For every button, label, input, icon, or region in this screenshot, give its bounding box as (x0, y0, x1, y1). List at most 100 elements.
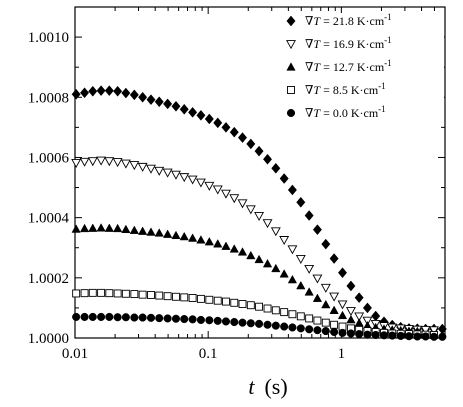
series-2 (71, 156, 439, 336)
data-point (320, 283, 331, 293)
y-tick-label: 1.0008 (28, 90, 69, 106)
data-point (97, 312, 106, 321)
data-point (188, 315, 197, 324)
data-point (129, 161, 140, 171)
data-point (188, 106, 198, 118)
data-point (155, 291, 164, 300)
data-point (188, 294, 197, 302)
data-point (337, 300, 348, 310)
plot-frame (74, 6, 446, 339)
data-point (245, 205, 256, 215)
data-point (246, 250, 256, 260)
data-point (87, 157, 98, 167)
data-point (79, 223, 90, 233)
data-point (271, 321, 280, 330)
data-point (237, 247, 248, 256)
data-point (179, 173, 190, 183)
data-point (162, 168, 173, 178)
data-point (163, 314, 172, 323)
data-point (246, 138, 256, 150)
legend-entry: ∇T = 8.5 K·cm-1 (305, 81, 386, 97)
legend-bg (283, 13, 444, 31)
data-point (80, 312, 89, 321)
data-point (154, 166, 165, 176)
data-point (121, 313, 130, 322)
y-tick-label: 1.0004 (28, 211, 70, 227)
data-point (429, 332, 439, 341)
legend-entry: ∇T = 12.7 K·cm-1 (305, 58, 392, 74)
data-point (229, 194, 240, 204)
data-point (113, 289, 122, 298)
data-point (279, 269, 289, 278)
data-point (263, 304, 272, 313)
data-point (312, 293, 323, 302)
data-point (354, 312, 365, 322)
data-point (88, 223, 98, 232)
legend-entry: ∇T = 21.8 K·cm-1 (305, 12, 392, 28)
data-point (96, 156, 107, 166)
data-point (137, 162, 148, 172)
data-point (187, 175, 198, 185)
data-point (113, 223, 123, 233)
data-point (396, 331, 405, 340)
data-point (238, 300, 247, 308)
data-point (312, 274, 323, 284)
data-point (237, 132, 248, 143)
data-point (154, 96, 164, 108)
data-point (171, 170, 181, 180)
data-point (229, 244, 239, 253)
data-point (79, 157, 90, 167)
data-point (104, 157, 115, 167)
data-point (421, 332, 430, 341)
data-point (146, 164, 156, 174)
data-point (105, 289, 114, 298)
data-point (230, 298, 239, 307)
data-point (195, 178, 206, 188)
data-point (329, 305, 339, 314)
data-point (379, 331, 389, 340)
legend-entry: ∇T = 16.9 K·cm-1 (305, 35, 392, 51)
data-point (172, 292, 180, 301)
data-point (388, 331, 397, 340)
data-point (338, 328, 347, 337)
series-3 (71, 223, 422, 336)
data-point (129, 89, 139, 101)
data-point (287, 245, 298, 255)
data-point (354, 292, 364, 304)
data-point (246, 319, 255, 328)
x-axis-unit: (s) (264, 374, 287, 399)
legend: ∇T = 21.8 K·cm-1 ∇T = 16.9 K·cm-1 ∇T = 12.… (283, 12, 444, 123)
legend-bg (283, 82, 444, 100)
data-point (204, 181, 215, 191)
data-point (155, 314, 164, 323)
data-point (404, 332, 414, 341)
data-point (270, 227, 281, 237)
data-point (163, 292, 172, 301)
data-point (212, 185, 223, 195)
data-point (221, 121, 231, 133)
x-axis-title: t (s) (248, 374, 287, 399)
data-point (96, 223, 106, 232)
data-point (413, 332, 422, 341)
data-point (113, 313, 122, 322)
legend-bg (283, 59, 444, 77)
data-point (296, 280, 306, 290)
data-point (213, 117, 223, 129)
data-point (345, 307, 356, 317)
data-point (130, 290, 139, 299)
data-point (337, 267, 348, 279)
data-point (321, 238, 331, 250)
data-point (279, 173, 289, 184)
data-point (246, 301, 255, 310)
data-point (330, 327, 339, 337)
x-tick-label: 0.1 (199, 346, 218, 362)
data-point (296, 196, 306, 208)
data-point (420, 326, 431, 336)
data-point (263, 153, 273, 165)
data-point (146, 313, 156, 322)
data-point (346, 329, 355, 338)
y-tick-label: 1.0000 (28, 331, 69, 347)
data-point (80, 289, 89, 298)
data-point (204, 236, 214, 246)
data-point (321, 299, 331, 309)
